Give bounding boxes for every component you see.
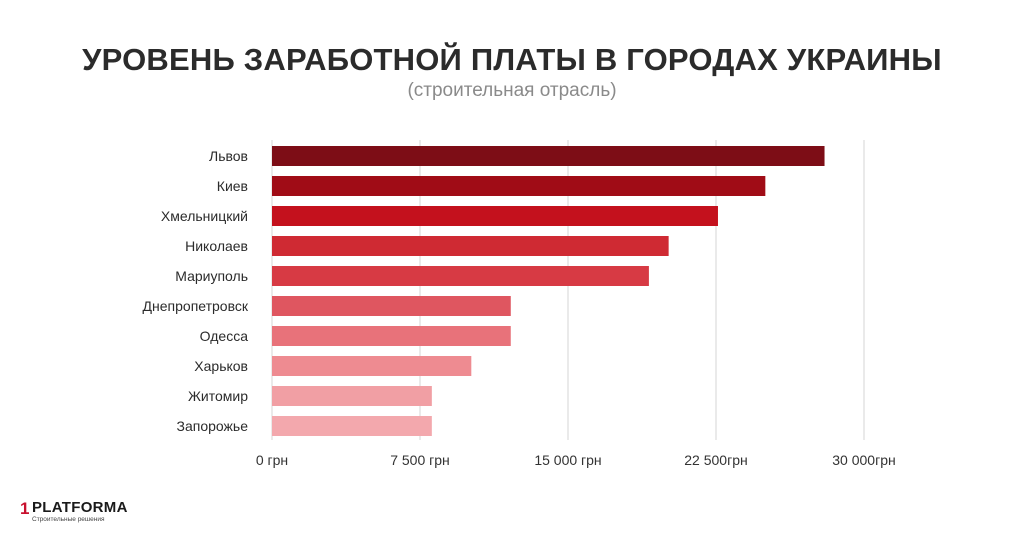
logo-mark: 1 — [20, 499, 30, 518]
platforma-logo: 1 PLATFORMA Строительные решения — [20, 497, 160, 527]
bar-2 — [272, 206, 718, 226]
bars — [272, 146, 825, 436]
bar-1 — [272, 176, 766, 196]
bar-8 — [272, 386, 432, 406]
logo-tagline: Строительные решения — [32, 516, 105, 523]
category-label-8: Житомир — [188, 388, 248, 404]
x-tick-label-2: 15 000 грн — [534, 452, 601, 468]
chart-subtitle: (строительная отрасль) — [407, 80, 617, 101]
x-tick-label-1: 7 500 грн — [390, 452, 450, 468]
bar-7 — [272, 356, 472, 376]
category-label-3: Николаев — [185, 238, 248, 254]
x-tick-labels: 0 грн 7 500 грн 15 000 грн 22 500грн 30 000г… — [256, 452, 896, 468]
bar-4 — [272, 266, 649, 286]
category-label-4: Мариуполь — [175, 268, 248, 284]
category-label-7: Харьков — [194, 358, 248, 374]
bar-3 — [272, 236, 669, 256]
x-tick-label-0: 0 грн — [256, 452, 288, 468]
bar-5 — [272, 296, 511, 316]
bar-6 — [272, 326, 511, 346]
category-label-5: Днепропетровск — [143, 298, 249, 314]
category-label-6: Одесса — [200, 328, 249, 344]
category-labels: Львов Киев Хмельницкий Николаев Мариуполь Дне… — [143, 148, 249, 434]
category-label-1: Киев — [217, 178, 248, 194]
category-label-2: Хмельницкий — [161, 208, 248, 224]
bar-9 — [272, 416, 432, 436]
logo-name: PLATFORMA — [32, 499, 128, 516]
chart-title: УРОВЕНЬ ЗАРАБОТНОЙ ПЛАТЫ В ГОРОДАХ УКРАИ… — [82, 42, 942, 77]
bar-0 — [272, 146, 825, 166]
x-tick-label-3: 22 500грн — [684, 452, 747, 468]
x-tick-label-4: 30 000грн — [832, 452, 895, 468]
category-label-0: Львов — [209, 148, 248, 164]
category-label-9: Запорожье — [177, 418, 249, 434]
